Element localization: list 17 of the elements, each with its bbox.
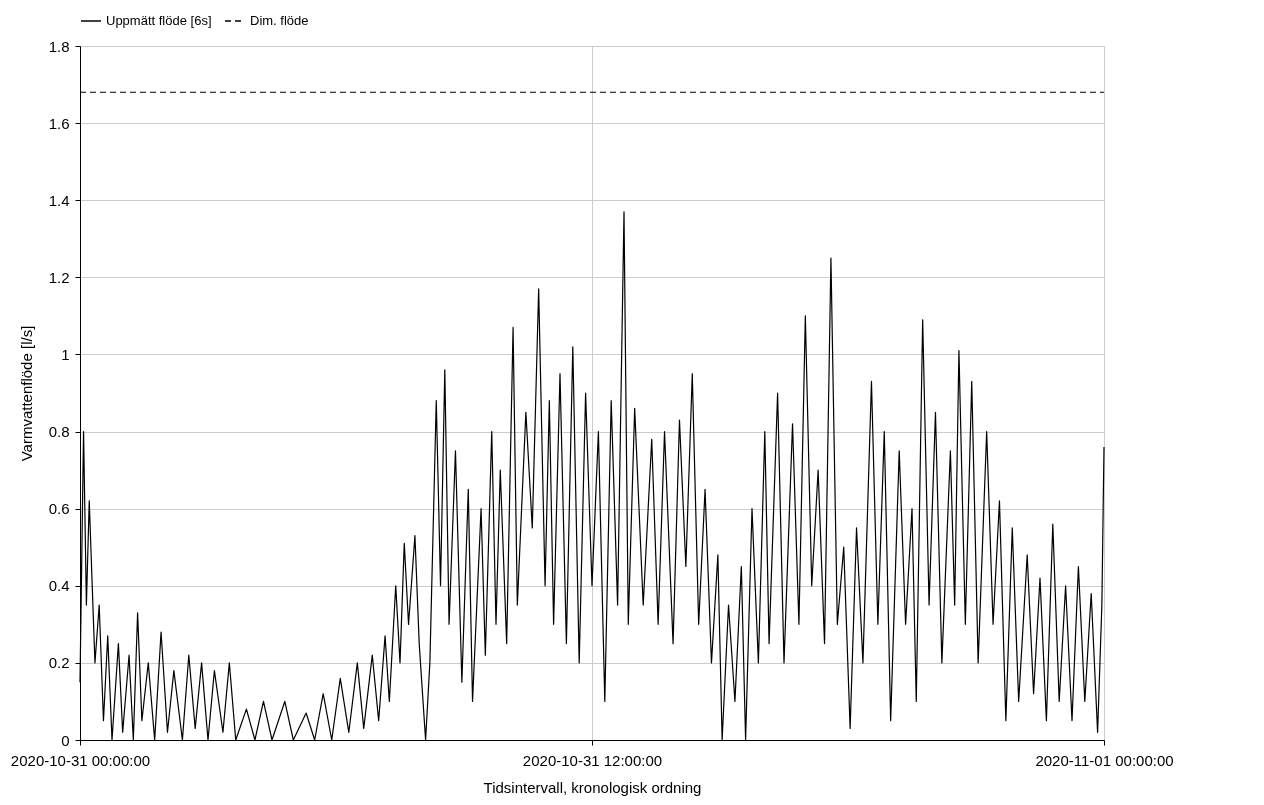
x-tick-label: 2020-10-31 00:00:00 — [10, 751, 151, 769]
legend-label: Dim. flöde — [250, 13, 309, 28]
y-tick-label: 0.2 — [48, 654, 70, 672]
y-tick-label: 0 — [61, 731, 70, 749]
legend-label: Uppmätt flöde [6s] — [106, 13, 212, 28]
y-tick-label: 1.6 — [48, 114, 70, 132]
x-tick-label: 2020-10-31 12:00:00 — [522, 751, 663, 769]
y-tick-label: 1.2 — [48, 268, 70, 286]
y-tick-label: 1.8 — [48, 37, 70, 55]
y-tick-label: 0.8 — [48, 423, 70, 441]
x-axis-title: Tidsintervall, kronologisk ordning — [483, 778, 702, 796]
x-tick-label: 2020-11-01 00:00:00 — [1035, 751, 1174, 769]
y-tick-label: 0.6 — [48, 500, 70, 518]
y-tick-label: 0.4 — [48, 577, 70, 595]
y-axis-title: Varmvattenflöde [l/s] — [17, 325, 35, 462]
y-tick-label: 1 — [61, 345, 70, 363]
y-tick-label: 1.4 — [48, 191, 70, 209]
